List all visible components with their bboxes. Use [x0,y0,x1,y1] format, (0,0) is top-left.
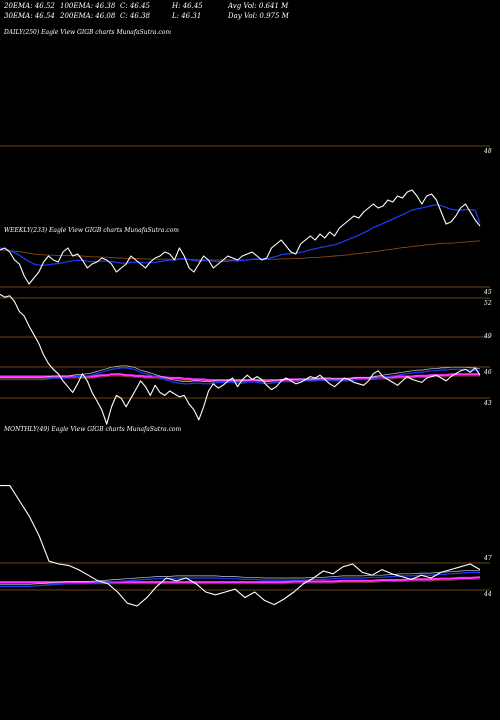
daily-ema20-line [0,204,481,266]
weekly-tick-label-2: 46 [483,369,492,376]
stat-20ema: 20EMA: 46.52 [4,2,55,10]
weekly-ema_short-companion-line [0,365,481,382]
monthly-price-line [0,485,481,607]
daily-ema200-line [0,240,481,261]
daily-tick-label-1: 45 [483,289,492,296]
stat-200ema: 200EMA: 46.08 [60,12,116,20]
monthly-panel-label: MONTHLY(49) Eagle View GIGB charts Munaf… [4,426,182,433]
stat-100ema: 100EMA: 46.38 [60,2,116,10]
stat-avg-vol: Avg Vol: 0.641 M [228,2,289,10]
weekly-tick-label-0: 52 [484,300,492,307]
stat-low: L: 46.31 [172,12,202,20]
daily-panel-label: DAILY(250) Eagle View GIGB charts Munafa… [4,29,172,36]
stat-close: C: 46.38 [120,12,150,20]
stat-high: H: 46.45 [172,2,203,10]
weekly-price-line [0,293,481,425]
stat-open: C: 46.45 [120,2,150,10]
stat-30ema: 30EMA: 46.54 [4,12,55,20]
daily-price-line [0,189,481,285]
weekly-tick-label-1: 49 [483,333,492,340]
weekly-panel-label: WEEKLY(233) Eagle View GIGB charts Munaf… [4,227,179,234]
monthly-ema_long-line [0,576,481,584]
monthly-tick-label-0: 47 [483,555,492,562]
daily-tick-label-0: 48 [483,148,492,155]
monthly-tick-label-1: 44 [483,591,492,598]
weekly-tick-label-3: 43 [483,400,492,407]
stat-day-vol: Day Vol: 0.975 M [228,12,289,20]
monthly-ema_short-companion-line [0,569,480,585]
